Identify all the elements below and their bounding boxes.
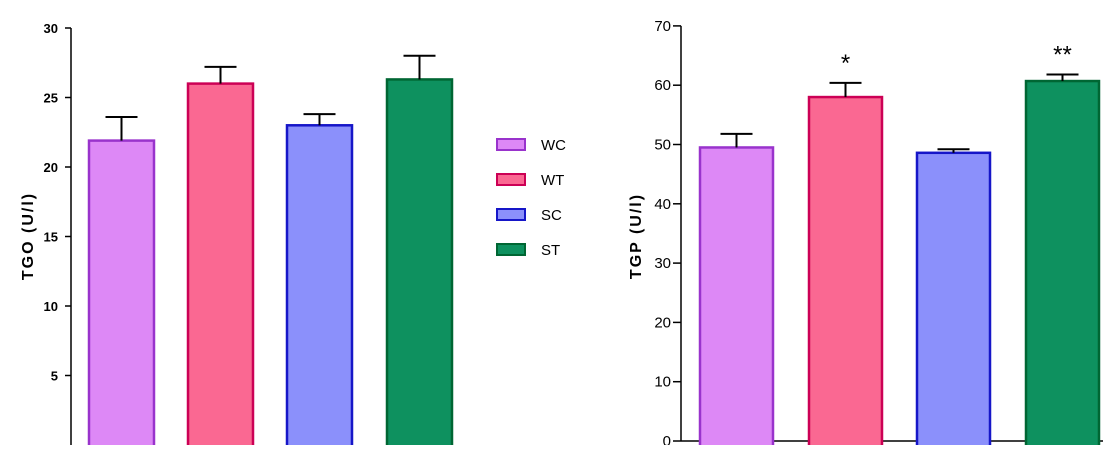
legend-label-sc: SC xyxy=(541,207,562,224)
tgo-y-tick-label: 20 xyxy=(44,160,58,175)
legend-swatch-sc xyxy=(496,208,526,221)
tgp-significance-st: ** xyxy=(1053,42,1072,69)
legend-label-wt: WT xyxy=(541,172,564,189)
tgp-significance-wt: * xyxy=(841,50,850,77)
tgo-y-axis-label: TGO (U/l) xyxy=(20,192,37,280)
tgp-bar-sc xyxy=(915,151,992,450)
tgo-bar-wc xyxy=(87,139,156,450)
tgo-bar-sc xyxy=(285,124,354,450)
legend-label-wc: WC xyxy=(541,137,566,154)
legend-swatch-wc xyxy=(496,138,526,151)
tgp-y-tick-label: 0 xyxy=(663,433,671,445)
tgo-bar-st xyxy=(385,78,454,450)
tgp-y-tick-label: 40 xyxy=(654,196,671,213)
legend-swatch-wt xyxy=(496,173,526,186)
tgp-y-tick-label: 10 xyxy=(654,374,671,391)
tgo-y-tick-label: 15 xyxy=(44,230,58,245)
tgp-y-axis-label: TGP (U/l) xyxy=(628,193,645,279)
legend-label-st: ST xyxy=(541,242,560,259)
tgo-y-tick-label: 10 xyxy=(44,299,58,314)
tgp-bar-wc xyxy=(698,146,775,450)
tgp-y-tick-label: 60 xyxy=(654,77,671,94)
tgp-y-tick-label: 20 xyxy=(654,314,671,331)
tgp-y-tick-label: 50 xyxy=(654,137,671,154)
tgp-y-tick-label: 30 xyxy=(654,255,671,272)
tgo-y-tick-label: 30 xyxy=(44,21,58,36)
tgo-y-tick-label: 5 xyxy=(51,369,58,384)
tgp-bar-wt xyxy=(807,95,884,450)
tgo-y-tick-label: 25 xyxy=(44,91,58,106)
tgp-bar-st xyxy=(1024,79,1101,450)
tgo-bar-wt xyxy=(186,82,255,450)
tgp-y-tick-label: 70 xyxy=(654,18,671,35)
legend-swatch-st xyxy=(496,243,526,256)
